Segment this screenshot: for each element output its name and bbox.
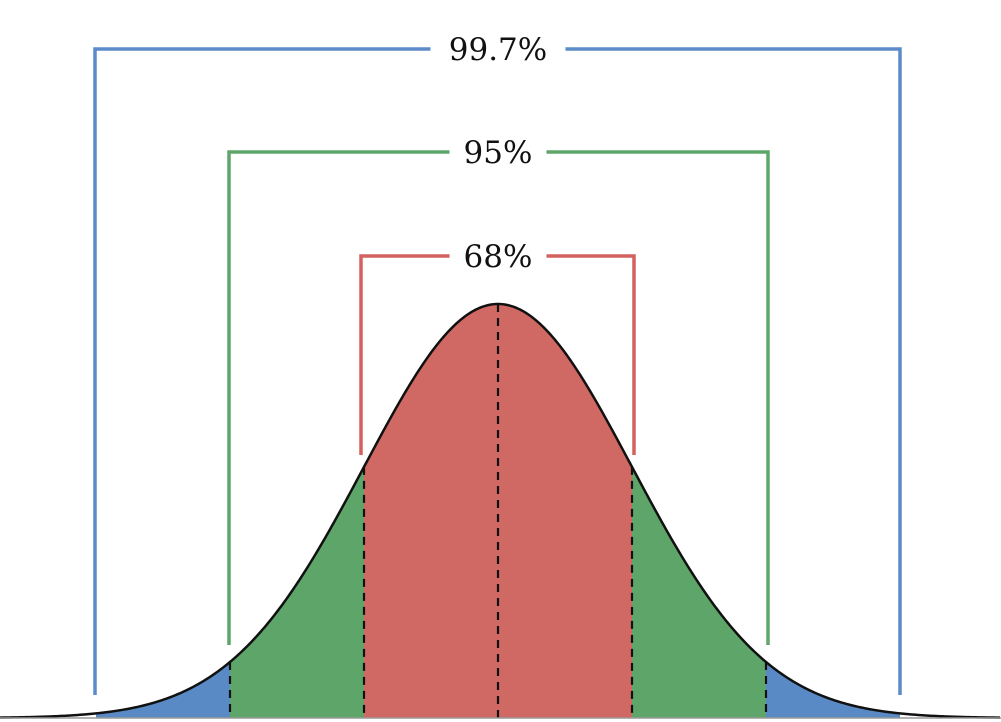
bracket-label: 99.7% bbox=[449, 32, 547, 68]
bracket-3-sigma: 99.7% bbox=[93, 32, 902, 695]
band-fill-1-sigma bbox=[364, 304, 632, 718]
bracket-1-sigma: 68% bbox=[359, 239, 636, 455]
bracket-label: 95% bbox=[464, 135, 533, 171]
bell-curve bbox=[0, 302, 1001, 719]
bracket-label: 68% bbox=[464, 239, 533, 275]
bracket-2-sigma: 95% bbox=[227, 135, 770, 645]
